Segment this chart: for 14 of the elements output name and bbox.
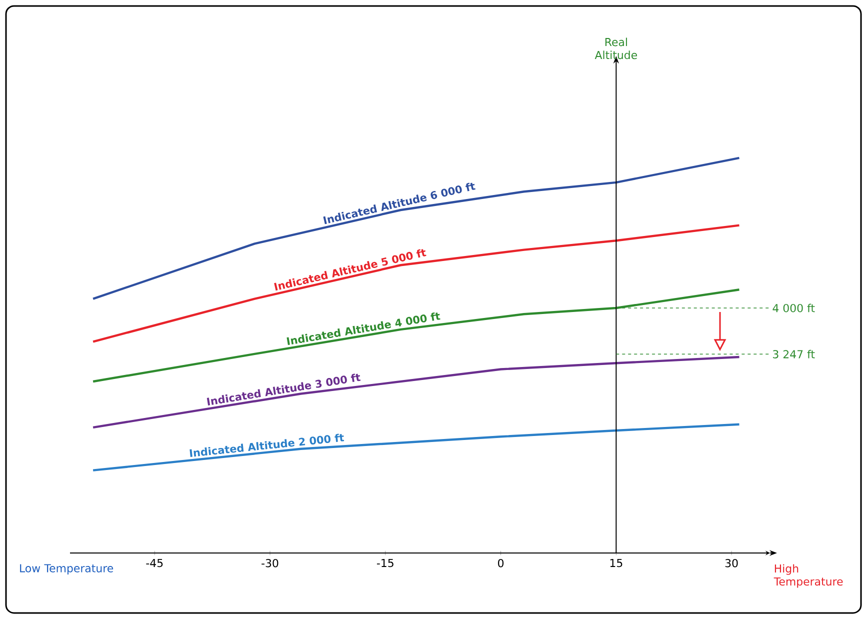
text: Low Temperature — [20, 564, 114, 574]
text: Indicated Altitude 2 000 ft — [190, 434, 344, 457]
x-tick-label: 30 — [725, 558, 738, 568]
y-axis-title: Real Altitude — [594, 38, 637, 60]
text: High Temperature — [774, 564, 843, 588]
x-tick-label: -30 — [262, 558, 278, 568]
text: Indicated Altitude 3 000 ft — [206, 374, 361, 406]
x-tick-label: 15 — [610, 558, 622, 568]
x-tick-label: -15 — [376, 558, 394, 568]
ref-line-label: 3 247 ft — [773, 350, 815, 358]
ref-line-label: 4 000 ft — [772, 304, 815, 312]
x-tick-label: 0 — [498, 558, 504, 568]
x-tick-label: -45 — [146, 558, 163, 568]
text: Indicated Altitude 4 000 ft — [286, 312, 440, 346]
